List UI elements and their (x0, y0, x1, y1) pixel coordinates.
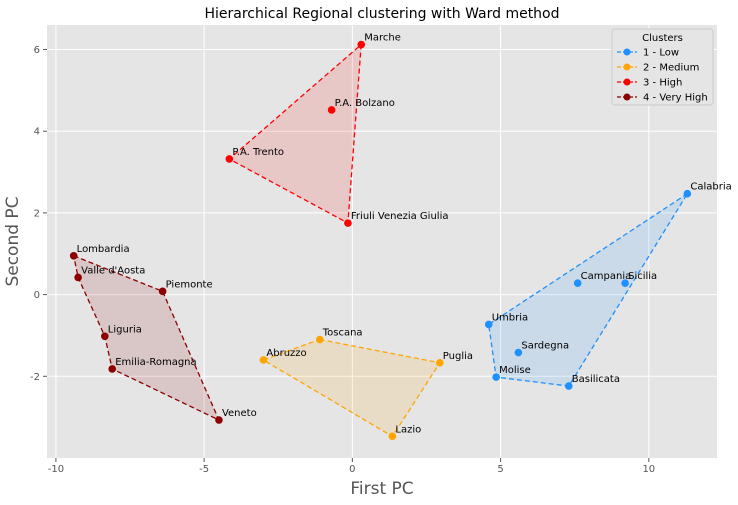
data-point (344, 219, 352, 227)
point-label: Umbria (492, 312, 528, 323)
x-tick-label: -10 (48, 464, 64, 475)
legend-box (611, 28, 714, 106)
legend-items: 1 - Low 2 - Medium 3 - High 4 - Very High (617, 48, 708, 104)
x-tick-label: -5 (199, 464, 209, 475)
legend-marker (623, 48, 631, 56)
point-label: Lazio (395, 424, 421, 435)
data-point (492, 373, 500, 381)
data-point (436, 359, 444, 367)
point-label: Sardegna (521, 341, 569, 352)
x-tick-label: 10 (642, 464, 655, 475)
point-label: Puglia (443, 351, 473, 362)
point-label: Campania (581, 271, 632, 282)
y-tick-label: 2 (34, 208, 40, 219)
data-point (327, 106, 336, 114)
point-label: Liguria (108, 324, 142, 335)
data-point (225, 155, 234, 163)
data-point (564, 382, 573, 390)
y-tick-label: 0 (34, 290, 40, 301)
legend-label: 1 - Low (643, 48, 679, 59)
data-point (101, 332, 109, 341)
cluster-hull-fill (73, 255, 219, 420)
y-tick-label: -2 (30, 372, 40, 383)
data-point (108, 365, 117, 373)
data-point (484, 320, 493, 329)
legend-label: 2 - Medium (643, 63, 699, 74)
legend-marker (623, 93, 631, 101)
legend: Clusters 1 - Low 2 - Medium 3 - High 4 - Ve… (611, 28, 714, 106)
cluster-hull-fill (229, 44, 362, 224)
legend-title: Clusters (642, 33, 683, 44)
chart-title: Hierarchical Regional clustering with Wa… (204, 6, 559, 22)
point-label: Emilia-Romagna (115, 357, 196, 368)
cluster-hull-fill (488, 193, 688, 387)
data-points (69, 40, 692, 441)
data-point (573, 279, 582, 287)
point-label: Lombardia (77, 244, 130, 255)
point-label: Marche (364, 33, 401, 44)
point-label: P.A. Trento (232, 147, 284, 158)
point-label: Friuli Venezia Giulia (351, 211, 449, 222)
point-label: Molise (499, 365, 531, 376)
point-label: Basilicata (572, 374, 620, 385)
data-point (514, 348, 523, 357)
data-point (683, 189, 692, 198)
cluster-hull-fill (263, 339, 440, 437)
x-tick-label: 0 (349, 464, 355, 475)
data-point (69, 251, 78, 260)
y-axis-title: Second PC (3, 196, 23, 286)
data-point (621, 279, 629, 287)
legend-label: 3 - High (643, 78, 682, 89)
data-point (388, 432, 397, 441)
x-axis-title: First PC (350, 479, 413, 499)
point-label: Calabria (690, 182, 731, 193)
y-tick-label: 4 (34, 127, 40, 138)
x-tick-label: 5 (497, 464, 503, 475)
data-point (158, 287, 167, 296)
data-point (74, 273, 82, 282)
plot-area (47, 25, 717, 458)
legend-label: 4 - Very High (643, 93, 708, 104)
point-label: Veneto (222, 408, 257, 419)
data-point (215, 416, 223, 424)
point-label: P.A. Bolzano (335, 98, 395, 109)
legend-marker (623, 63, 631, 71)
point-label: Abruzzo (266, 348, 306, 359)
legend-marker (623, 78, 631, 86)
data-point (315, 335, 324, 344)
cluster-hull-outline (228, 43, 362, 225)
axis-ticks: -10 -5 0 5 10 -2 0 2 4 6 (30, 45, 655, 475)
point-label: Piemonte (166, 279, 213, 290)
data-point (357, 40, 366, 49)
point-label: Sicilia (628, 271, 657, 282)
y-tick-label: 6 (34, 45, 40, 56)
data-point (259, 356, 268, 364)
point-label: Toscana (322, 328, 363, 339)
point-label: Valle d'Aosta (81, 265, 145, 276)
